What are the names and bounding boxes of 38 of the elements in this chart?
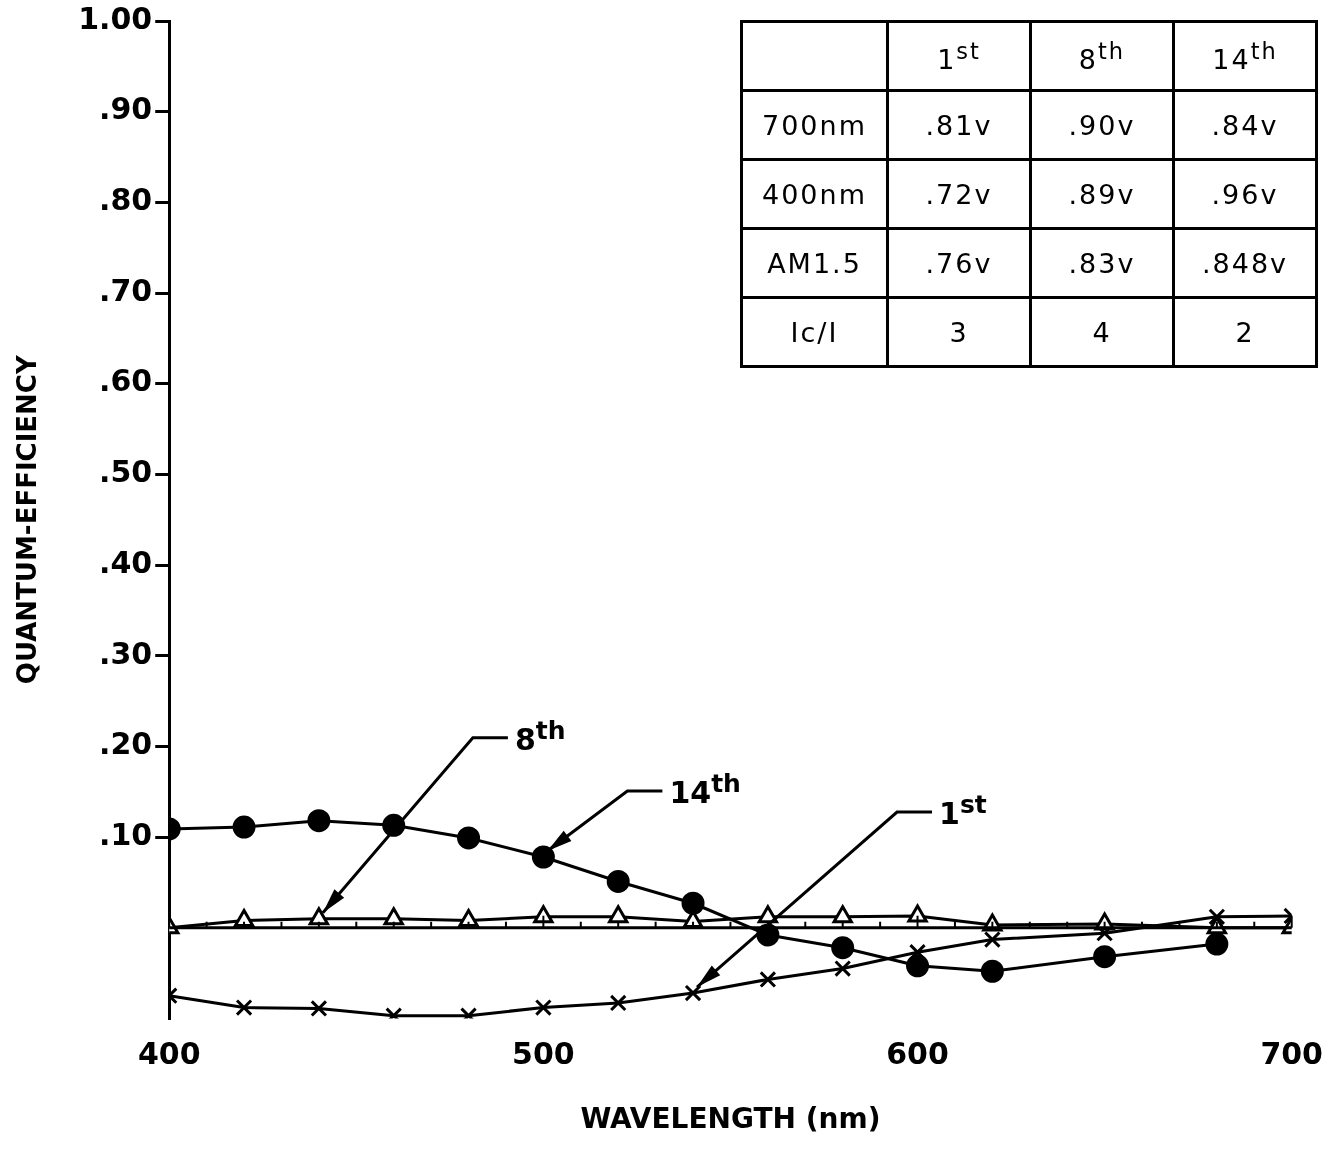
y-tick-label: .70 <box>99 272 153 308</box>
text: 2 <box>1235 316 1255 348</box>
y-tick-label: .60 <box>99 363 153 399</box>
category-label: 400nm <box>762 178 867 210</box>
y-tick-label: .90 <box>99 91 153 127</box>
x-tick-label: 500 <box>512 1036 575 1072</box>
text: .848v <box>1201 247 1289 279</box>
y-tick-label: .40 <box>99 544 153 580</box>
text: .90v <box>1068 109 1136 141</box>
category-label: 8$^{th}$ <box>1030 21 1174 91</box>
x-tick-label: 400 <box>137 1036 201 1072</box>
category-label: 14$^{th}$ <box>1173 21 1317 91</box>
annotation: 8$^{th}$ <box>514 715 566 757</box>
annotation: 14$^{th}$ <box>669 769 741 810</box>
category-label: 700nm <box>762 109 867 141</box>
y-tick-label: 1.00 <box>78 0 153 36</box>
text: .81v <box>925 109 993 141</box>
y-axis-title: QUANTUM-EFFICIENCY <box>12 354 43 685</box>
y-tick-label: .50 <box>99 454 153 490</box>
x-tick-label: 700 <box>1260 1036 1323 1072</box>
text: .76v <box>925 247 993 279</box>
text: 3 <box>949 316 969 348</box>
y-tick-label: .80 <box>99 182 153 218</box>
annotation: 1$^{st}$ <box>939 790 987 831</box>
category-label: 1$^{st}$ <box>887 21 1031 91</box>
y-tick-label: .10 <box>99 816 153 852</box>
category-label: Ic/I <box>790 316 839 348</box>
text: .96v <box>1211 178 1279 210</box>
text: 4 <box>1092 316 1112 348</box>
text: .84v <box>1211 109 1279 141</box>
category-label: AM1.5 <box>767 247 862 279</box>
text: .72v <box>925 178 993 210</box>
text: .89v <box>1068 178 1136 210</box>
x-tick-label: 600 <box>886 1036 949 1072</box>
y-tick-label: .30 <box>99 635 153 671</box>
text: .83v <box>1068 247 1136 279</box>
y-tick-label: .20 <box>99 726 153 762</box>
x-axis-title: WAVELENGTH (nm) <box>580 1102 881 1136</box>
